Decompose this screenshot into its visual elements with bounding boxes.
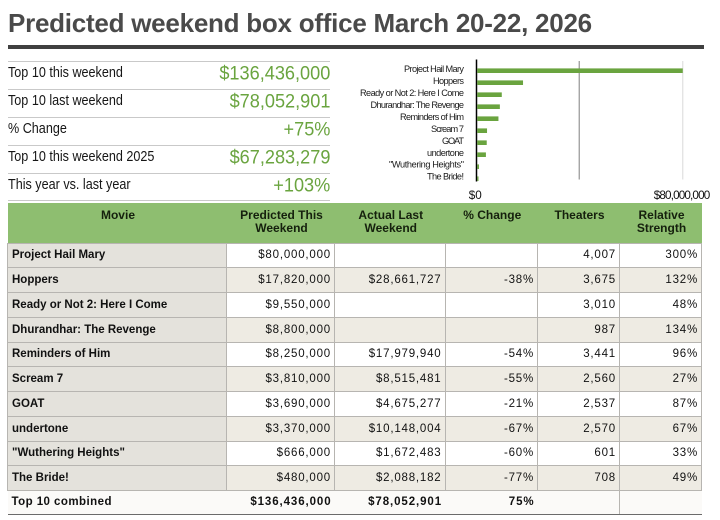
svg-text:"Wuthering Heights": "Wuthering Heights" xyxy=(389,160,464,170)
svg-text:$80,000,000: $80,000,000 xyxy=(654,189,711,202)
svg-text:Reminders of Him: Reminders of Him xyxy=(400,112,464,122)
svg-text:Dhurandhar: The Revenge: Dhurandhar: The Revenge xyxy=(371,100,465,110)
svg-text:Project Hail Mary: Project Hail Mary xyxy=(404,64,464,74)
svg-text:undertone: undertone xyxy=(427,148,464,158)
svg-text:$0: $0 xyxy=(469,189,483,202)
svg-text:Ready or Not 2: Here I Come: Ready or Not 2: Here I Come xyxy=(360,88,464,98)
svg-text:Scream 7: Scream 7 xyxy=(431,124,464,134)
svg-text:Hoppers: Hoppers xyxy=(433,76,464,86)
svg-text:GOAT: GOAT xyxy=(442,136,464,146)
svg-text:The Bride!: The Bride! xyxy=(427,172,464,182)
